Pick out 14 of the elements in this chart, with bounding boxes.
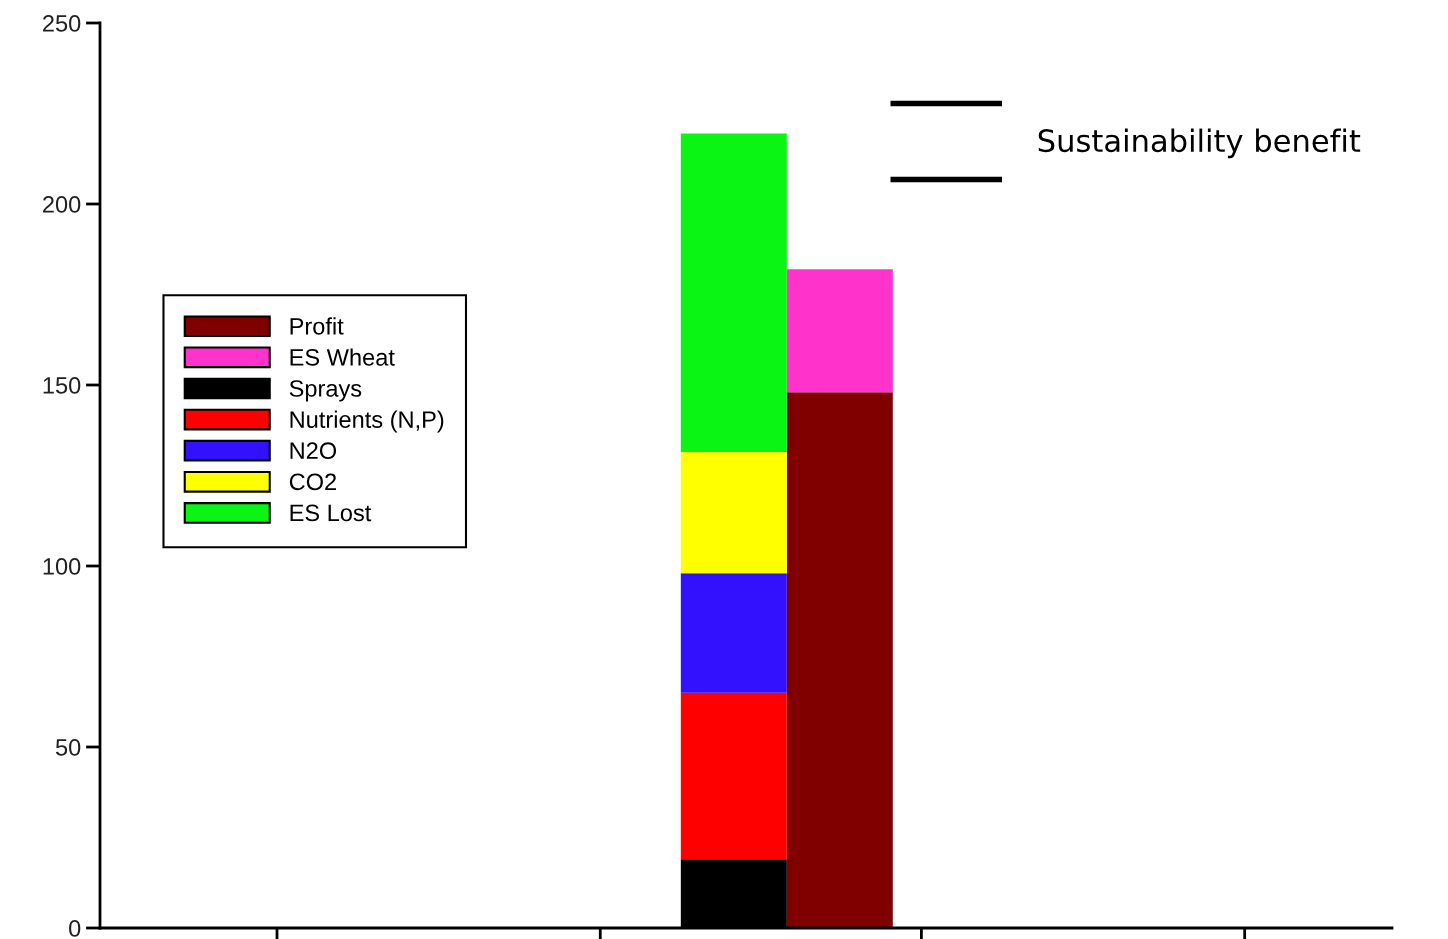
y-tick-label: 200 bbox=[43, 196, 81, 213]
y-tick-label: 150 bbox=[43, 377, 81, 394]
legend-label: ES Wheat bbox=[290, 348, 395, 366]
y-tick-label: 0 bbox=[69, 920, 81, 937]
legend-label: CO2 bbox=[289, 473, 336, 491]
legend-label: Profit bbox=[290, 317, 344, 335]
legend-label: N2O bbox=[290, 442, 337, 460]
annotation: Sustainability benefit bbox=[1038, 128, 1361, 159]
y-tick-label: 250 bbox=[43, 15, 81, 32]
legend-label: ES Lost bbox=[290, 504, 372, 522]
y-tick-label: 50 bbox=[55, 739, 81, 756]
legend-label: Sprays bbox=[289, 380, 362, 402]
legend-label: Nutrients (N,P) bbox=[290, 410, 444, 433]
y-tick-label: 100 bbox=[43, 558, 81, 575]
